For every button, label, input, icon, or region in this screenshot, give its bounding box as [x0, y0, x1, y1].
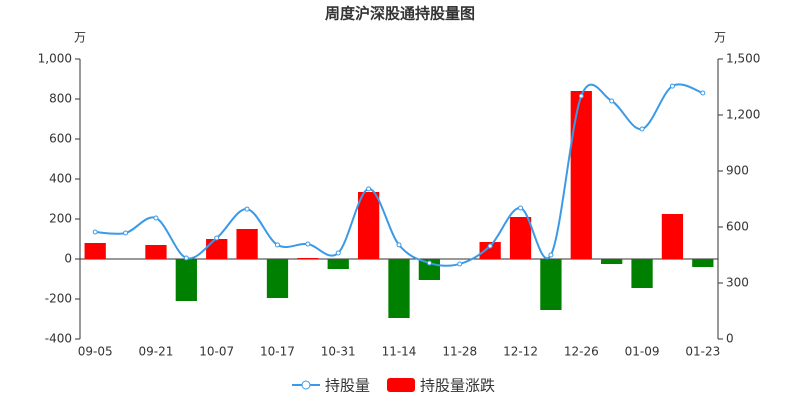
bar — [266, 259, 289, 298]
line-point — [700, 90, 706, 96]
y2-tick-label: 600 — [726, 220, 749, 234]
y2-tick-label: 0 — [726, 332, 734, 346]
bar — [570, 91, 592, 259]
line-point — [548, 252, 554, 258]
x-tick-label: 10-17 — [260, 345, 295, 359]
bar — [84, 243, 106, 259]
bar — [631, 259, 653, 288]
y2-tick-label: 900 — [726, 164, 749, 178]
line-point — [487, 243, 493, 249]
y-tick-label: 200 — [49, 212, 72, 226]
line-point — [123, 230, 129, 236]
x-tick-label: 10-31 — [321, 345, 356, 359]
line-point — [214, 235, 220, 241]
line-point — [639, 126, 645, 132]
legend-marker — [301, 380, 311, 390]
bar — [601, 259, 623, 264]
x-tick-label: 10-07 — [199, 345, 234, 359]
legend-label: 持股量 — [325, 377, 370, 395]
bar — [206, 239, 228, 259]
x-tick-label: 11-28 — [442, 345, 477, 359]
line-point — [274, 242, 280, 248]
line-point — [335, 250, 341, 256]
y-tick-label: 0 — [64, 252, 72, 266]
y2-tick-label: 1,200 — [726, 108, 760, 122]
x-tick-label: 01-23 — [685, 345, 720, 359]
x-tick-label: 09-21 — [139, 345, 174, 359]
legend-marker — [387, 378, 415, 392]
line-point — [366, 186, 372, 192]
x-tick-label: 01-09 — [625, 345, 660, 359]
bar — [145, 245, 167, 259]
bar — [175, 259, 197, 301]
y-tick-label: -200 — [45, 292, 72, 306]
y-tick-label: 600 — [49, 132, 72, 146]
x-tick-label: 09-05 — [78, 345, 113, 359]
line-point — [669, 83, 675, 89]
y2-unit: 万 — [714, 31, 726, 45]
y-tick-label: 1,000 — [38, 52, 72, 66]
y-tick-label: 800 — [49, 92, 72, 106]
line-point — [153, 215, 159, 221]
bar — [509, 217, 532, 259]
line-point — [305, 241, 311, 247]
chart-title: 周度沪深股通持股量图 — [325, 5, 475, 23]
y-unit: 万 — [74, 31, 86, 45]
x-tick-label: 12-12 — [503, 345, 538, 359]
line-point — [518, 205, 524, 211]
y-tick-label: -400 — [45, 332, 72, 346]
line-point — [609, 98, 615, 104]
line-point — [92, 229, 98, 235]
bar — [661, 214, 684, 259]
bar — [388, 259, 410, 318]
x-tick-label: 12-26 — [564, 345, 599, 359]
x-tick-label: 11-14 — [382, 345, 417, 359]
line-point — [183, 255, 189, 261]
y2-tick-label: 1,500 — [726, 52, 760, 66]
line-point — [244, 206, 250, 212]
bar — [479, 242, 501, 259]
line — [95, 83, 704, 267]
bar — [297, 258, 319, 259]
line-point — [457, 261, 463, 267]
line-point — [578, 93, 584, 99]
bar — [236, 229, 258, 259]
y2-tick-label: 300 — [726, 276, 749, 290]
bar — [357, 192, 380, 259]
bar — [327, 259, 349, 269]
bar — [692, 259, 714, 267]
line-point — [396, 242, 402, 248]
bar — [540, 259, 562, 310]
legend-label: 持股量涨跌 — [420, 377, 495, 395]
line-point — [426, 260, 432, 266]
y-tick-label: 400 — [49, 172, 72, 186]
